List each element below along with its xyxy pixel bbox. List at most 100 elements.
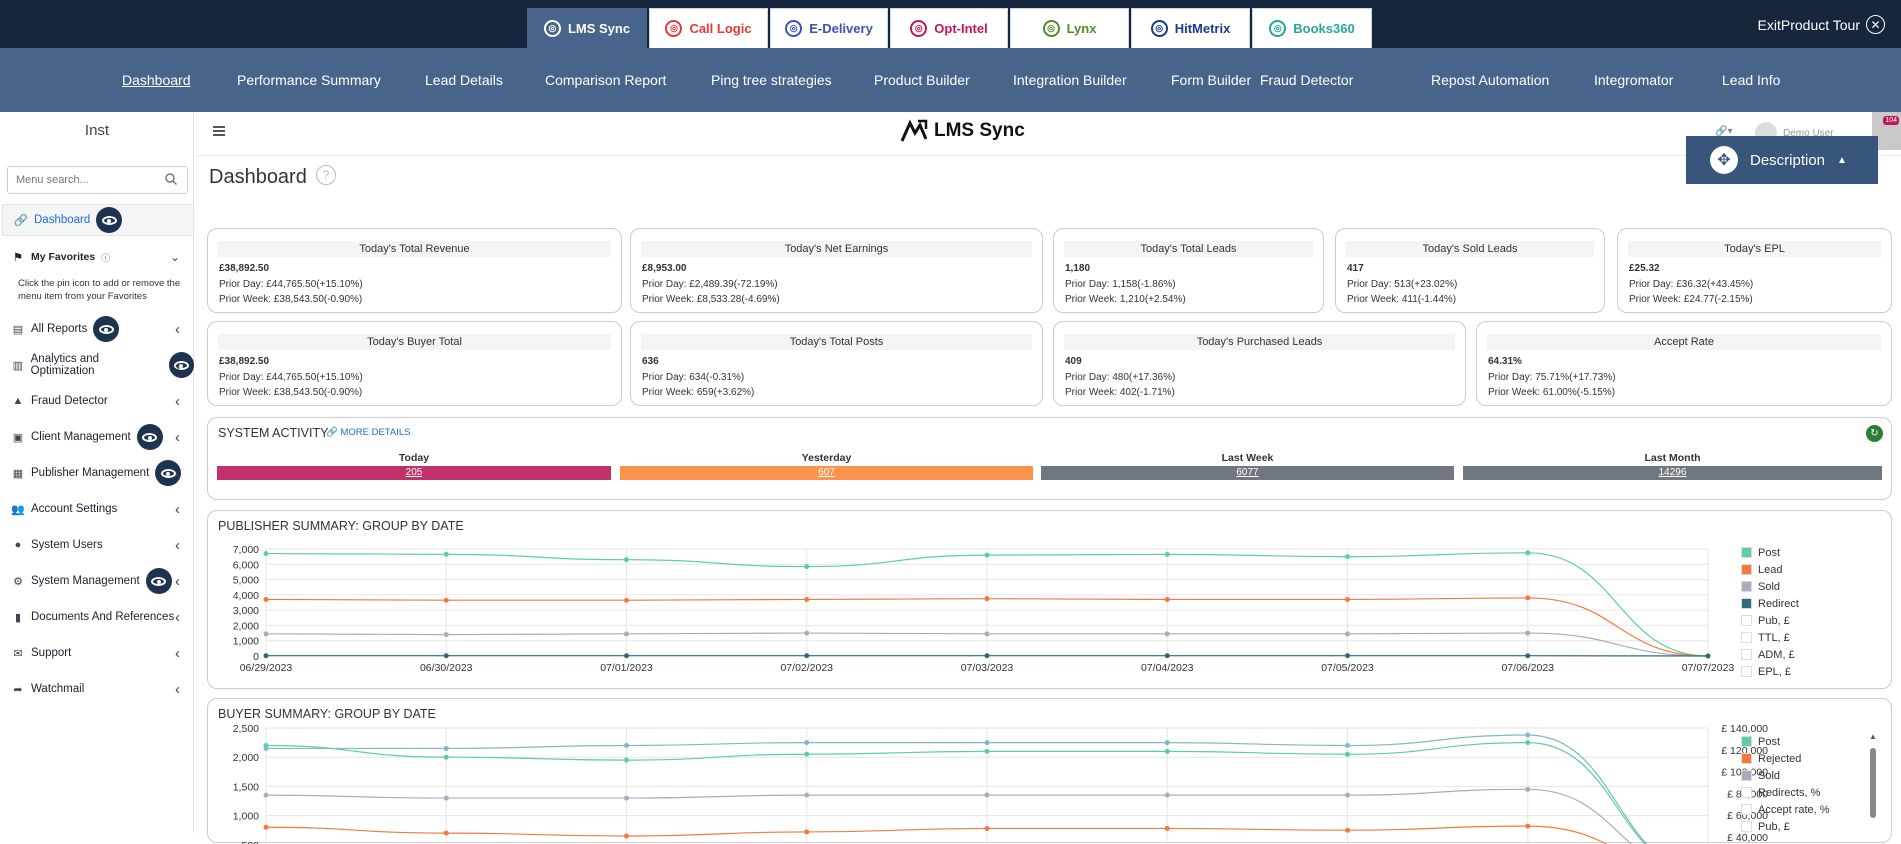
data-point[interactable] bbox=[1525, 595, 1530, 600]
data-point[interactable] bbox=[804, 740, 809, 745]
data-point[interactable] bbox=[985, 653, 990, 658]
help-icon[interactable]: ? bbox=[316, 165, 336, 185]
data-point[interactable] bbox=[985, 631, 990, 636]
legend-item-redirect[interactable]: Redirect bbox=[1741, 595, 1799, 612]
data-point[interactable] bbox=[264, 551, 269, 556]
data-point[interactable] bbox=[985, 793, 990, 798]
sidebar-item-system-users[interactable]: ●System Users‹ bbox=[0, 530, 194, 560]
data-point[interactable] bbox=[264, 653, 269, 658]
tab-books360[interactable]: ◎Books360 bbox=[1252, 8, 1372, 48]
data-point[interactable] bbox=[1706, 654, 1711, 659]
data-point[interactable] bbox=[624, 758, 629, 763]
tab-lynx[interactable]: ◎Lynx bbox=[1010, 8, 1129, 48]
data-point[interactable] bbox=[1165, 653, 1170, 658]
legend-item-post[interactable]: Post bbox=[1741, 733, 1830, 750]
data-point[interactable] bbox=[624, 653, 629, 658]
data-point[interactable] bbox=[1165, 826, 1170, 831]
data-point[interactable] bbox=[1165, 749, 1170, 754]
sidebar-item-fraud-detector[interactable]: ▲Fraud Detector‹ bbox=[0, 386, 194, 416]
exit-tour-button[interactable]: ExitProduct Tour ✕ bbox=[1758, 15, 1885, 34]
data-point[interactable] bbox=[1525, 824, 1530, 829]
data-point[interactable] bbox=[1165, 793, 1170, 798]
data-point[interactable] bbox=[444, 755, 449, 760]
data-point[interactable] bbox=[804, 752, 809, 757]
sidebar-item-publisher-management[interactable]: ▦Publisher Management‹ bbox=[0, 458, 194, 488]
legend-item-pub[interactable]: Pub, £ bbox=[1741, 612, 1799, 629]
legend-item-sold[interactable]: Sold bbox=[1741, 578, 1799, 595]
hamburger-menu-icon[interactable] bbox=[213, 126, 225, 136]
nav-fraud-detector[interactable]: Fraud Detector bbox=[1260, 72, 1353, 88]
chart-scrollbar[interactable]: ▲ bbox=[1869, 730, 1877, 833]
data-point[interactable] bbox=[264, 597, 269, 602]
tab-e-delivery[interactable]: ◎E-Delivery bbox=[770, 8, 888, 48]
eye-icon[interactable] bbox=[169, 352, 194, 378]
data-point[interactable] bbox=[804, 829, 809, 834]
description-toggle[interactable]: ✥ Description ▲ bbox=[1686, 136, 1878, 184]
activity-value-bar[interactable]: 6077 bbox=[1041, 466, 1454, 480]
data-point[interactable] bbox=[624, 834, 629, 839]
sidebar-item-analytics-and-optimization[interactable]: ▥Analytics and Optimization‹ bbox=[0, 350, 194, 380]
data-point[interactable] bbox=[264, 793, 269, 798]
nav-repost-automation[interactable]: Repost Automation bbox=[1431, 72, 1549, 88]
data-point[interactable] bbox=[985, 740, 990, 745]
sidebar-item-favorites[interactable]: ⚑ My Favorites ⓘ ⌄ bbox=[0, 242, 194, 272]
data-point[interactable] bbox=[1525, 733, 1530, 738]
data-point[interactable] bbox=[1165, 631, 1170, 636]
nav-integration-builder[interactable]: Integration Builder bbox=[1013, 72, 1127, 88]
data-point[interactable] bbox=[444, 552, 449, 557]
data-point[interactable] bbox=[804, 793, 809, 798]
data-point[interactable] bbox=[444, 598, 449, 603]
legend-item-post[interactable]: Post bbox=[1741, 544, 1799, 561]
nav-product-builder[interactable]: Product Builder bbox=[874, 72, 970, 88]
data-point[interactable] bbox=[1525, 740, 1530, 745]
activity-value-bar[interactable]: 14296 bbox=[1463, 466, 1882, 480]
activity-value-bar[interactable]: 607 bbox=[620, 466, 1033, 480]
data-point[interactable] bbox=[624, 796, 629, 801]
legend-item-ttl[interactable]: TTL, £ bbox=[1741, 629, 1799, 646]
legend-item-accept-rate[interactable]: Accept rate, % bbox=[1741, 801, 1830, 818]
data-point[interactable] bbox=[804, 653, 809, 658]
data-point[interactable] bbox=[264, 631, 269, 636]
data-point[interactable] bbox=[1345, 793, 1350, 798]
sidebar-item-dashboard[interactable]: 🔗 Dashboard bbox=[2, 204, 194, 236]
nav-ping-tree-strategies[interactable]: Ping tree strategies bbox=[711, 72, 832, 88]
tab-call-logic[interactable]: ◎Call Logic bbox=[649, 8, 768, 48]
data-point[interactable] bbox=[264, 746, 269, 751]
data-point[interactable] bbox=[1345, 653, 1350, 658]
nav-integromator[interactable]: Integromator bbox=[1594, 72, 1673, 88]
sidebar-item-watchmail[interactable]: ➦Watchmail‹ bbox=[0, 674, 194, 704]
nav-comparison-report[interactable]: Comparison Report bbox=[545, 72, 666, 88]
data-point[interactable] bbox=[1165, 740, 1170, 745]
data-point[interactable] bbox=[624, 598, 629, 603]
tab-hitmetrix[interactable]: ◎HitMetrix bbox=[1131, 8, 1250, 48]
eye-icon[interactable] bbox=[137, 424, 163, 450]
legend-item-adm[interactable]: ADM, £ bbox=[1741, 646, 1799, 663]
data-point[interactable] bbox=[624, 631, 629, 636]
data-point[interactable] bbox=[1165, 552, 1170, 557]
data-point[interactable] bbox=[1345, 743, 1350, 748]
sidebar-item-documents-and-references[interactable]: ▮Documents And References‹ bbox=[0, 602, 194, 632]
activity-value-bar[interactable]: 205 bbox=[217, 466, 611, 480]
data-point[interactable] bbox=[1525, 787, 1530, 792]
sidebar-item-client-management[interactable]: ▣Client Management‹ bbox=[0, 422, 194, 452]
sidebar-item-all-reports[interactable]: ▤All Reports‹ bbox=[0, 314, 194, 344]
data-point[interactable] bbox=[444, 831, 449, 836]
tab-lms-sync[interactable]: ◎LMS Sync bbox=[527, 8, 647, 48]
data-point[interactable] bbox=[624, 743, 629, 748]
data-point[interactable] bbox=[985, 826, 990, 831]
scroll-up-icon[interactable]: ▲ bbox=[1869, 732, 1877, 741]
eye-icon[interactable] bbox=[96, 207, 122, 233]
data-point[interactable] bbox=[1525, 653, 1530, 658]
legend-item-pub[interactable]: Pub, £ bbox=[1741, 818, 1830, 835]
tab-opt-intel[interactable]: ◎Opt-Intel bbox=[890, 8, 1008, 48]
data-point[interactable] bbox=[1525, 550, 1530, 555]
data-point[interactable] bbox=[985, 749, 990, 754]
data-point[interactable] bbox=[804, 631, 809, 636]
data-point[interactable] bbox=[804, 564, 809, 569]
refresh-icon[interactable]: ↻ bbox=[1866, 425, 1883, 442]
data-point[interactable] bbox=[444, 653, 449, 658]
nav-lead-info[interactable]: Lead Info bbox=[1722, 72, 1780, 88]
legend-item-epl[interactable]: EPL, £ bbox=[1741, 663, 1799, 680]
data-point[interactable] bbox=[444, 796, 449, 801]
data-point[interactable] bbox=[985, 553, 990, 558]
